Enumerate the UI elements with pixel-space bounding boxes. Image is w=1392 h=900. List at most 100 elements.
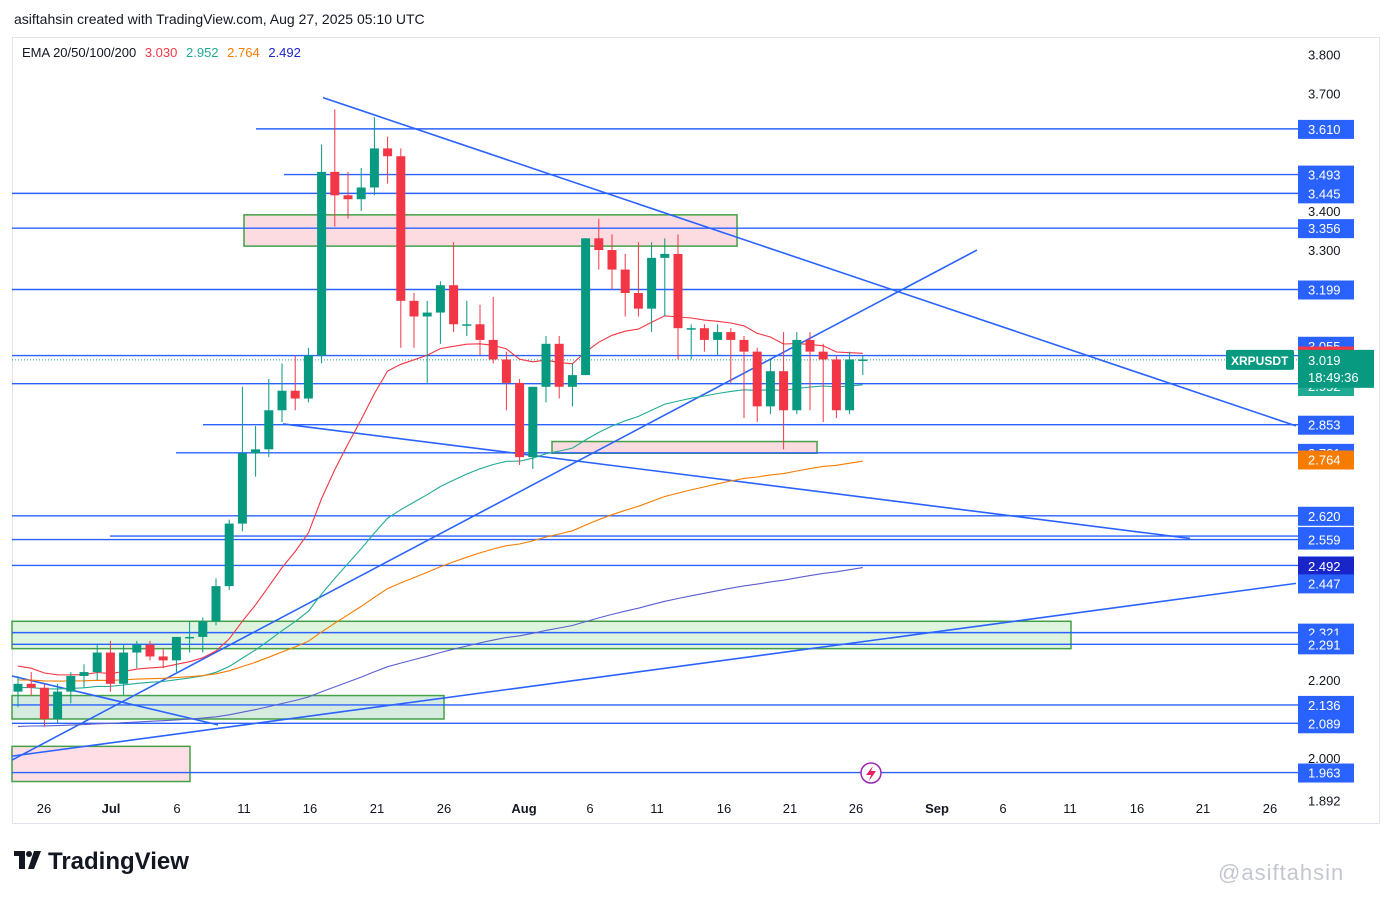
candle-aug-25[interactable] [818, 343, 828, 422]
ema-legend-name: EMA 20/50/100/200 [22, 45, 137, 60]
candle-aug-15[interactable] [686, 324, 696, 360]
candle-aug-13[interactable] [660, 238, 670, 317]
candle-aug-16[interactable] [699, 324, 709, 352]
candle-jul-16[interactable] [290, 355, 300, 411]
candle-jul-8[interactable] [185, 621, 195, 653]
candle-jul-7[interactable] [171, 636, 181, 673]
candle-jul-4[interactable] [132, 640, 142, 669]
candle-aug-28[interactable] [858, 355, 868, 376]
candle-aug-26[interactable] [831, 355, 841, 419]
candle-jul-20[interactable] [343, 171, 353, 219]
candle-jul-1[interactable] [92, 644, 102, 680]
price-label-text: 2.136 [1308, 698, 1341, 713]
candle-aug-24[interactable] [805, 332, 815, 411]
candle-jul-27[interactable] [435, 281, 445, 344]
candle-aug-2[interactable] [515, 378, 525, 465]
y-axis-tick: 1.892 [1308, 793, 1341, 808]
candle-jun-27[interactable] [39, 683, 49, 727]
price-label-2.089: 2.089 [1298, 714, 1354, 734]
candle-jul-13[interactable] [251, 425, 261, 477]
candle-jun-29[interactable] [66, 672, 76, 704]
candle-jul-12[interactable] [237, 386, 247, 532]
x-axis-tick: 26 [849, 801, 863, 816]
candle-jul-31[interactable] [488, 296, 498, 364]
tradingview-logo-icon [14, 848, 42, 876]
candle-jul-22[interactable] [369, 117, 379, 196]
candle-jul-28[interactable] [449, 242, 459, 333]
current-price-badge [1298, 349, 1374, 388]
descending-resistance-trendline [322, 96, 1297, 427]
symbol-price-badge[interactable]: XRPUSDT 3.019 18:49:36 [1226, 349, 1374, 388]
candle-aug-5[interactable] [554, 336, 564, 399]
candle-jul-3[interactable] [119, 644, 129, 696]
candle-aug-1[interactable] [501, 351, 511, 411]
tradingview-logo[interactable]: TradingView [14, 848, 189, 876]
candle-jun-30[interactable] [79, 664, 89, 688]
candle-aug-12[interactable] [647, 242, 657, 333]
candle-aug-9[interactable] [607, 234, 617, 290]
candle-jul-14[interactable] [264, 378, 274, 458]
candle-aug-4[interactable] [541, 336, 551, 403]
candle-jul-29[interactable] [462, 300, 472, 337]
candle-aug-8[interactable] [594, 218, 604, 270]
ascending-support-trendline [11, 249, 978, 761]
candle-body [475, 324, 485, 340]
x-axis-tick: 21 [370, 801, 384, 816]
x-axis-tick: 16 [1130, 801, 1144, 816]
candle-aug-14[interactable] [673, 234, 683, 360]
x-axis-tick: 16 [717, 801, 731, 816]
candle-aug-20[interactable] [752, 347, 762, 422]
symbol-ticker-text: XRPUSDT [1231, 354, 1289, 368]
candle-aug-6[interactable] [567, 363, 577, 407]
candle-jun-28[interactable] [53, 683, 63, 723]
ema-layer [17, 315, 863, 727]
candle-jul-9[interactable] [198, 617, 208, 653]
candle-jul-21[interactable] [356, 167, 366, 211]
candle-jul-15[interactable] [277, 363, 287, 422]
candle-jul-6[interactable] [158, 648, 168, 669]
candle-aug-7[interactable] [581, 238, 591, 376]
candle-aug-27[interactable] [845, 351, 855, 415]
candle-jul-17[interactable] [303, 347, 313, 403]
candle-jul-2[interactable] [105, 640, 115, 692]
price-label-2.764: 2.764 [1298, 450, 1354, 470]
candle-aug-22[interactable] [779, 332, 789, 450]
candle-body [290, 390, 300, 399]
candle-aug-21[interactable] [765, 359, 775, 415]
candle-aug-11[interactable] [633, 242, 643, 317]
zone-layer [11, 214, 1072, 783]
candle-jul-30[interactable] [475, 304, 485, 356]
candle-aug-19[interactable] [739, 336, 749, 419]
candle-jul-24[interactable] [396, 148, 406, 348]
candle-aug-23[interactable] [792, 332, 802, 415]
candle-jun-25[interactable] [13, 676, 23, 708]
candle-jul-19[interactable] [330, 109, 340, 227]
price-label-badge [1298, 119, 1354, 139]
candle-body [92, 652, 102, 673]
chart-pane[interactable] [12, 37, 1380, 824]
candle-jul-23[interactable] [383, 136, 393, 184]
candle-body [739, 339, 749, 352]
candle-jun-26[interactable] [26, 672, 36, 696]
candle-aug-10[interactable] [620, 253, 630, 317]
candle-jul-18[interactable] [317, 144, 327, 364]
x-axis-tick: 26 [437, 801, 451, 816]
candle-jul-25[interactable] [409, 293, 419, 348]
candle-body [581, 238, 591, 376]
candle-jul-5[interactable] [145, 640, 155, 661]
price-label-2.136: 2.136 [1298, 695, 1354, 715]
candle-body [699, 328, 709, 340]
candle-aug-17[interactable] [713, 324, 723, 356]
candle-aug-3[interactable] [528, 386, 538, 469]
candle-body [686, 328, 696, 330]
candle-jul-10[interactable] [211, 578, 221, 626]
event-marker-icon[interactable] [860, 762, 882, 784]
candle-jul-26[interactable] [422, 300, 432, 383]
ema-legend[interactable]: EMA 20/50/100/200 3.030 2.952 2.764 2.49… [22, 45, 306, 60]
ema-50-value: 2.952 [186, 45, 219, 60]
price-label-2.853: 2.853 [1298, 415, 1354, 435]
candle-body [26, 683, 36, 688]
candle-aug-18[interactable] [726, 328, 736, 383]
candle-jul-11[interactable] [224, 519, 234, 591]
